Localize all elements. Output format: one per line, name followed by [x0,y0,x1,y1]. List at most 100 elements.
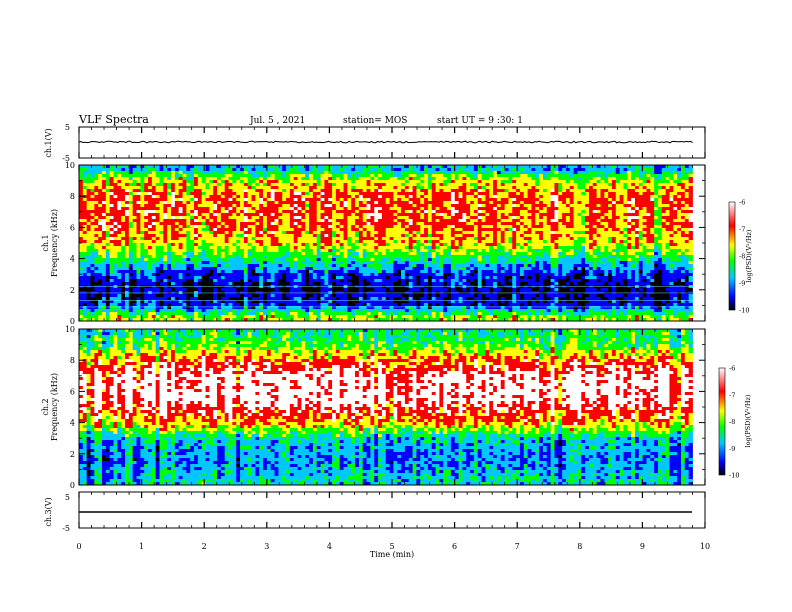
spectrogram-cell [109,171,114,175]
spectrogram-cell [427,213,433,217]
spectrogram-cell [412,228,417,232]
spectrogram-cell [113,231,118,235]
spectrogram-cell [255,207,260,211]
spectrogram-cell [163,168,168,172]
spectrogram-cell [140,267,145,271]
spectrogram-cell [431,192,436,196]
spectrogram-cell [82,222,88,226]
spectrogram-cell [309,276,314,280]
spectrogram-cell [228,255,233,259]
spectrogram-cell [86,303,91,307]
spectrogram-cell [259,237,264,241]
spectrogram-cell [217,177,222,181]
spectrogram-cell [155,228,160,232]
spectrogram-cell [109,210,114,214]
spectrogram-cell [370,174,375,178]
spectrogram-cell [416,216,421,220]
spectrogram-cell [186,210,191,214]
spectrogram-cell [266,186,272,190]
spectrogram-cell [305,222,310,226]
spectrogram-cell [190,297,195,301]
spectrogram-cell [255,282,260,286]
spectrogram-cell [125,309,130,313]
spectrogram-cell [335,195,341,199]
spectrogram-cell [186,183,191,187]
spectrogram-cell [324,252,329,256]
spectrogram-cell [404,186,410,190]
spectrogram-cell [201,243,206,247]
spectrogram-cell [263,195,268,199]
spectrogram-cell [174,261,180,265]
spectrogram-cell [259,288,264,292]
spectrogram-cell [201,204,206,208]
spectrogram-cell [389,180,394,184]
spectrogram-cell [427,219,433,223]
spectrogram-cell [205,222,210,226]
spectrogram-cell [174,306,180,310]
spectrogram-cell [412,165,417,169]
spectrogram-cell [378,282,383,286]
spectrogram-cell [144,192,149,196]
spectrogram-cell [144,258,149,262]
spectrogram-cell [312,267,318,271]
spectrogram-cell [121,294,126,298]
spectrogram-cell [270,189,275,193]
spectrogram-cell [121,303,126,307]
spectrogram-cell [79,294,84,298]
spectrogram-cell [232,174,237,178]
spectrogram-cell [136,192,141,196]
spectrogram-cell [443,207,448,211]
spectrogram-cell [424,270,429,274]
spectrogram-cell [105,171,111,175]
spectrogram-cell [278,246,283,250]
spectrogram-cell [167,315,172,319]
spectrogram-cell [420,192,425,196]
spectrogram-cell [167,183,172,187]
spectrogram-cell [243,249,249,253]
spectrogram-cell [102,213,107,217]
spectrogram-cell [381,207,387,211]
spectrogram-cell [128,171,134,175]
spectrogram-cell [324,267,329,271]
spectrogram-cell [389,210,394,214]
spectrogram-cell [213,213,218,217]
spectrogram-cell [201,231,206,235]
spectrogram-cell [213,201,218,205]
spectrogram-cell [293,237,298,241]
spectrogram-cell [355,294,360,298]
spectrogram-cell [316,198,321,202]
spectrogram-cell [163,246,168,250]
spectrogram-cell [240,174,245,178]
spectrogram-cell [266,216,272,220]
spectrogram-cell [343,255,348,259]
spectrogram-cell [228,294,233,298]
spectrogram-cell [293,228,298,232]
spectrogram-cell [385,195,390,199]
spectrogram-cell [167,303,172,307]
spectrogram-cell [397,168,402,172]
spectrogram-cell [102,312,107,316]
spectrogram-cell [171,195,176,199]
spectrogram-cell [209,225,214,229]
spectrogram-cell [401,231,406,235]
spectrogram-cell [351,189,356,193]
spectrogram-cell [427,258,433,262]
spectrogram-cell [320,294,325,298]
spectrogram-cell [347,258,352,262]
spectrogram-cell [251,189,256,193]
spectrogram-cell [343,270,348,274]
spectrogram-cell [397,204,402,208]
spectrogram-cell [121,165,126,169]
spectrogram-cell [389,270,394,274]
spectrogram-cell [148,177,153,181]
spectrogram-cell [113,294,118,298]
spectrogram-cell [362,312,367,316]
spectrogram-cell [136,294,141,298]
spectrogram-cell [167,309,172,313]
spectrogram-cell [293,210,298,214]
spectrogram-cell [159,192,164,196]
spectrogram-cell [412,168,417,172]
spectrogram-cell [420,210,425,214]
spectrogram-cell [209,219,214,223]
spectrogram-cell [316,195,321,199]
